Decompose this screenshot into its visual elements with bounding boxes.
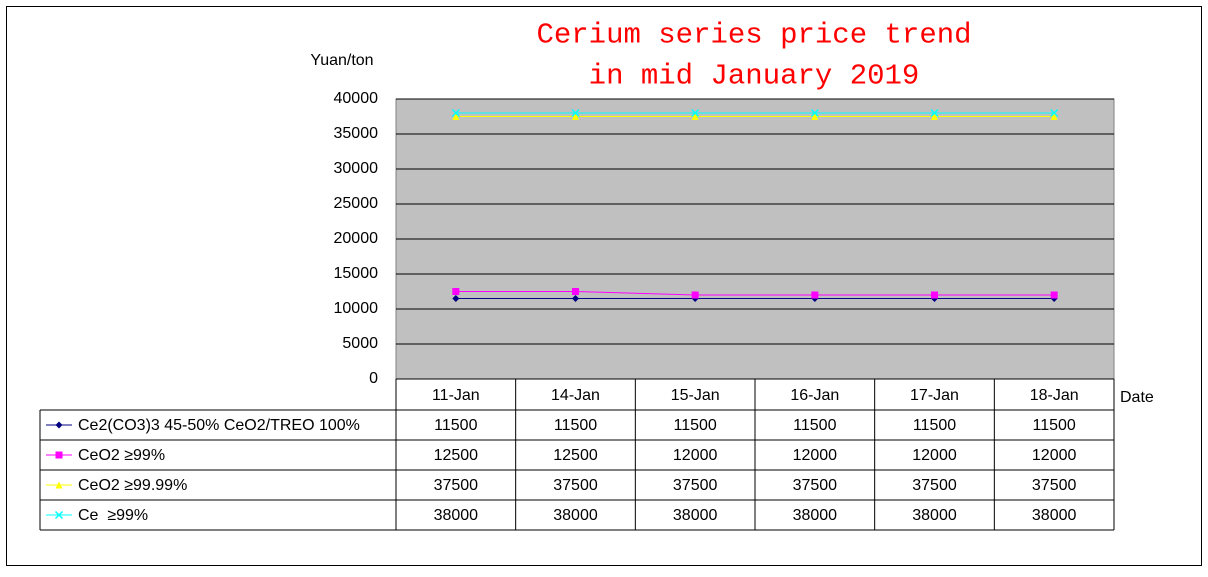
marker [691, 113, 699, 120]
table-value: 37500 [553, 477, 598, 494]
marker [811, 113, 819, 120]
table-value: 12000 [912, 447, 957, 464]
marker [811, 291, 819, 299]
y-tick-label: 5000 [342, 335, 378, 352]
table-value: 38000 [673, 507, 718, 524]
table-value: 37500 [912, 477, 957, 494]
table-value: 11500 [793, 417, 836, 434]
table-value: 37500 [673, 477, 718, 494]
series-line [455, 291, 1055, 296]
marker [572, 288, 579, 295]
x-tick-label: 18-Jan [1030, 387, 1079, 404]
legend-label: CeO2 ≥99% [78, 447, 165, 464]
marker [931, 291, 938, 299]
marker [55, 421, 63, 429]
legend-label: Ce2(CO3)3 45-50% CeO2/TREO 100% [78, 417, 360, 434]
table-value: 11500 [913, 417, 956, 434]
chart-subtitle: in mid January 2019 [589, 60, 920, 93]
table-value: 38000 [912, 507, 957, 524]
table-value: 38000 [1032, 507, 1077, 524]
table-value: 12000 [793, 447, 838, 464]
table-value: 37500 [1032, 477, 1077, 494]
y-tick-label: 25000 [334, 195, 379, 212]
table-value: 37500 [793, 477, 838, 494]
y-tick-label: 40000 [334, 90, 379, 107]
table-value: 12000 [673, 447, 718, 464]
marker [691, 108, 700, 118]
marker [1050, 108, 1059, 118]
marker [452, 288, 460, 295]
chart-title: Cerium series price trend [536, 19, 971, 52]
marker [54, 510, 64, 520]
y-tick-label: 10000 [334, 300, 379, 317]
x-tick-label: 11-Jan [432, 387, 480, 404]
x-tick-label: 17-Jan [910, 387, 959, 404]
x-tick-label: 15-Jan [671, 387, 720, 404]
x-axis-label: Date [1120, 389, 1154, 406]
marker [930, 108, 939, 118]
x-tick-label: 16-Jan [790, 387, 839, 404]
marker [452, 113, 460, 120]
y-tick-label: 35000 [334, 125, 379, 142]
marker [571, 108, 580, 118]
table-value: 11500 [1033, 417, 1076, 434]
marker [452, 295, 460, 302]
marker [451, 108, 460, 118]
table-value: 11500 [554, 417, 597, 434]
legend-label: CeO2 ≥99.99% [78, 477, 187, 494]
table-value: 11500 [674, 417, 717, 434]
marker [1050, 113, 1058, 120]
table-value: 12500 [553, 447, 598, 464]
table-value: 11500 [434, 417, 477, 434]
y-tick-label: 30000 [334, 160, 379, 177]
marker [691, 291, 699, 299]
y-axis-label: Yuan/ton [310, 52, 373, 69]
y-tick-label: 0 [369, 370, 378, 387]
table-value: 12000 [1032, 447, 1077, 464]
marker [810, 108, 819, 118]
table-value: 38000 [553, 507, 598, 524]
marker [931, 113, 938, 120]
table-value: 37500 [434, 477, 479, 494]
marker [55, 481, 63, 489]
marker [55, 451, 63, 459]
marker [572, 113, 579, 120]
marker [1050, 291, 1058, 299]
table-value: 12500 [434, 447, 479, 464]
table-value: 38000 [793, 507, 838, 524]
table-value: 38000 [434, 507, 479, 524]
legend-label: Ce ≥99% [78, 507, 148, 524]
y-tick-label: 20000 [334, 230, 379, 247]
marker [572, 295, 579, 302]
y-tick-label: 15000 [334, 265, 379, 282]
x-tick-label: 14-Jan [551, 387, 600, 404]
